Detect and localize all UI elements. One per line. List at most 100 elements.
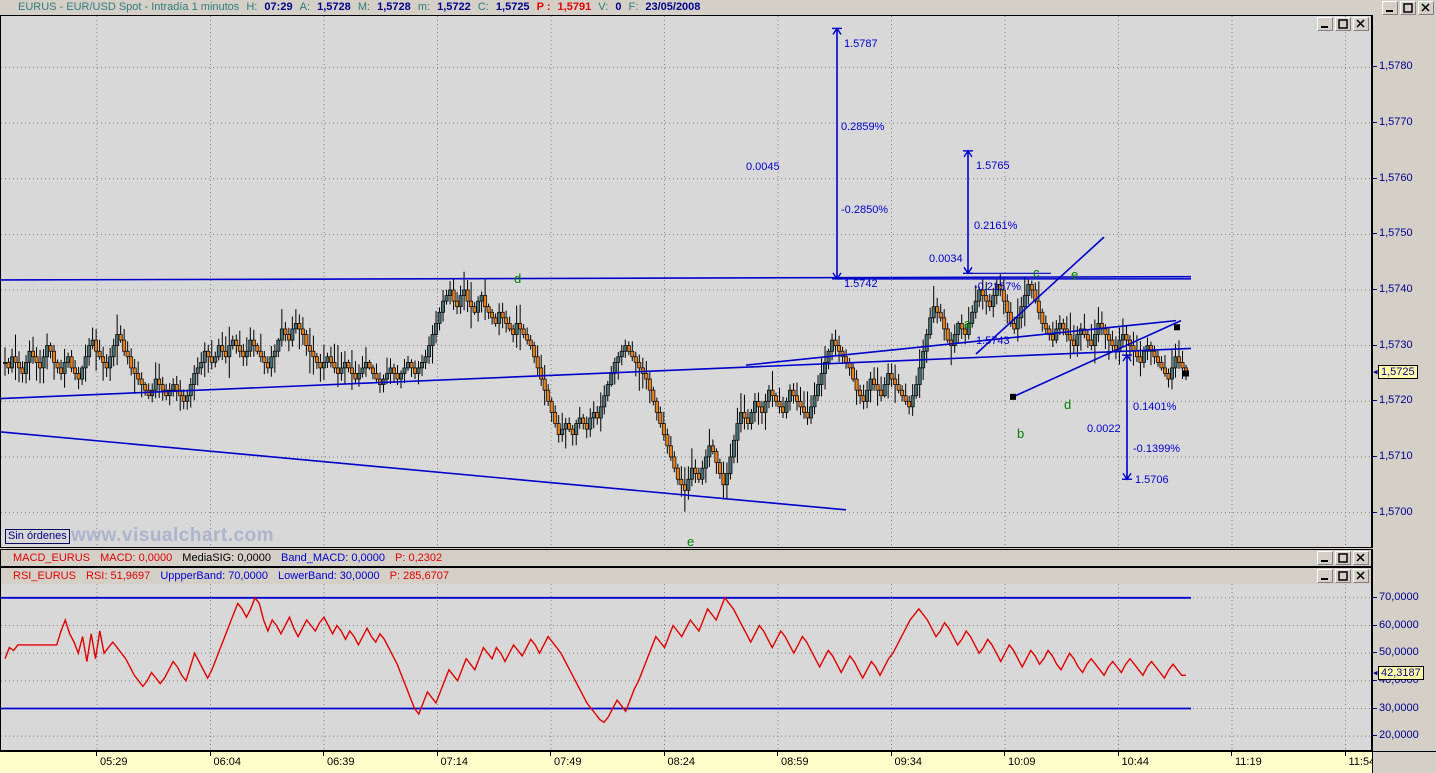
measure3-bottom-price: 1.5706	[1135, 474, 1169, 486]
time-label-06:39: 06:39	[327, 756, 355, 768]
rsi-panel[interactable]: RSI_EURUS RSI: 51,9697 UppperBand: 70,00…	[0, 567, 1372, 751]
macd-panel-header: MACD_EURUS MACD: 0,0000 MediaSIG: 0,0000…	[1, 550, 1371, 566]
measure1-delta: 0.0045	[746, 161, 780, 173]
field-value-P: 1,5791	[557, 1, 592, 13]
close-icon[interactable]	[1418, 1, 1434, 15]
field-key-P: P :	[536, 1, 551, 13]
time-label-10:09: 10:09	[1008, 756, 1036, 768]
rsi-p-value: P: 285,6707	[389, 570, 449, 582]
time-label-11:54: 11:54	[1348, 756, 1376, 768]
rising-support-line	[0, 347, 1192, 400]
measure3-pct-up: 0.1401%	[1133, 401, 1177, 413]
macd-panel[interactable]: MACD_EURUS MACD: 0,0000 MediaSIG: 0,0000…	[0, 549, 1372, 567]
time-label-08:59: 08:59	[781, 756, 809, 768]
macd-value: MACD: 0,0000	[100, 552, 173, 564]
macd-band-value: Band_MACD: 0,0000	[281, 552, 385, 564]
wedge-lower-line	[1012, 319, 1182, 398]
time-label-08:24: 08:24	[667, 756, 696, 768]
measure-bar-3	[1122, 353, 1132, 481]
rsi-indicator-name: RSI_EURUS	[13, 570, 76, 582]
maximize-icon[interactable]	[1400, 1, 1416, 15]
current-price-tag: 1,5725	[1378, 365, 1418, 380]
field-value-M: 1,5728	[377, 1, 411, 13]
field-value-A: 1,5728	[317, 1, 351, 13]
wave-label-d-5: d	[1064, 397, 1072, 412]
field-value-V: 0	[615, 1, 622, 13]
orders-status-badge[interactable]: Sin órdenes	[5, 529, 70, 544]
field-key-H: H:	[246, 1, 258, 13]
candlestick-series	[3, 271, 1188, 512]
time-axis[interactable]: 05:29 06:04 06:39 07:14 07:49 08:24 08:59 09:34…	[0, 751, 1375, 773]
measure1-pct-up: 0.2859%	[841, 121, 885, 133]
measure1-bottom-price: 1.5742	[844, 278, 878, 290]
wave-label-c-4: c	[1033, 265, 1040, 280]
maximize-icon[interactable]	[1335, 569, 1351, 583]
price-chart-panel[interactable]: d e a b c d e 1.5787 0.2859% 0.0045 -0.2850% 1…	[0, 15, 1372, 549]
field-value-H: 07:29	[264, 1, 293, 13]
rsi-current-value-tag: 42,3187	[1378, 666, 1424, 681]
falling-channel-line	[0, 431, 847, 511]
field-value-C: 1,5725	[495, 1, 530, 13]
time-label-06:04: 06:04	[213, 756, 242, 768]
field-value-F: 23/05/2008	[645, 1, 701, 13]
field-key-m: m:	[417, 1, 431, 13]
macd-p-value: P: 0,2302	[395, 552, 443, 564]
field-key-C: C:	[477, 1, 489, 13]
resistance-line	[0, 275, 1192, 281]
field-key-V: V:	[598, 1, 609, 13]
measure1-top-price: 1.5787	[844, 38, 878, 50]
window-title: EURUS - EUR/USD Spot - Intradía 1 minuto…	[18, 1, 240, 13]
rsi-value: RSI: 51,9697	[86, 570, 151, 582]
minimize-icon[interactable]	[1382, 1, 1398, 15]
time-label-11:19: 11:19	[1235, 756, 1262, 768]
measure-bar-1	[832, 27, 842, 281]
price-panel-controls	[1317, 17, 1369, 31]
time-label-07:49: 07:49	[554, 756, 582, 768]
time-label-07:14: 07:14	[440, 756, 469, 768]
macd-signal-value: MediaSIG: 0,0000	[182, 552, 271, 564]
macd-panel-controls	[1317, 551, 1369, 565]
mid-rising-line	[745, 319, 1177, 366]
window-controls	[1382, 1, 1434, 15]
time-label-09:34: 09:34	[894, 756, 923, 768]
window-titlebar: EURUS - EUR/USD Spot - Intradía 1 minuto…	[0, 0, 1436, 16]
rsi-panel-controls	[1317, 569, 1369, 583]
minimize-icon[interactable]	[1317, 569, 1333, 583]
rsi-panel-header: RSI_EURUS RSI: 51,9697 UppperBand: 70,00…	[1, 568, 1371, 584]
wave-label-e-1: e	[687, 534, 695, 549]
macd-y-axis	[1372, 549, 1436, 567]
wave-label-a-2: a	[964, 316, 972, 331]
wave-label-e-6: e	[1071, 267, 1079, 282]
measure-bar-2	[963, 149, 973, 275]
wave-label-d-0: d	[514, 271, 522, 286]
field-key-M: M:	[357, 1, 371, 13]
rsi-y-axis[interactable]: 20,000030,000040,000050,000060,000070,00…	[1372, 567, 1436, 751]
macd-indicator-name: MACD_EURUS	[13, 552, 91, 564]
close-icon[interactable]	[1353, 569, 1369, 583]
maximize-icon[interactable]	[1335, 17, 1351, 31]
minimize-icon[interactable]	[1317, 551, 1333, 565]
rsi-upper-band: UppperBand: 70,0000	[160, 570, 268, 582]
measure1-pct-down: -0.2850%	[841, 204, 889, 216]
rsi-lower-band: LowerBand: 30,0000	[278, 570, 380, 582]
rsi-line	[4, 596, 1186, 724]
measure2-bottom-price: 1.5743	[976, 335, 1010, 347]
price-y-axis[interactable]: 1,5780 1,5770 1,5760 1,5750 1,5740 1,5730 1,57…	[1372, 15, 1436, 548]
maximize-icon[interactable]	[1335, 551, 1351, 565]
time-label-10:44: 10:44	[1121, 756, 1150, 768]
measure2-top-price: 1.5765	[976, 160, 1010, 172]
minimize-icon[interactable]	[1317, 17, 1333, 31]
measure3-pct-down: -0.1399%	[1133, 443, 1181, 455]
measure2-pct-up: 0.2161%	[974, 220, 1018, 232]
price-chart-canvas[interactable]	[0, 16, 1371, 547]
measure2-delta: 0.0034	[929, 253, 963, 265]
close-icon[interactable]	[1353, 551, 1369, 565]
measure3-delta: 0.0022	[1087, 423, 1121, 435]
wave-label-b-3: b	[1017, 426, 1025, 441]
rsi-chart-canvas[interactable]	[1, 584, 1371, 750]
close-icon[interactable]	[1353, 17, 1369, 31]
field-value-m: 1,5722	[437, 1, 471, 13]
axis-corner	[1372, 751, 1436, 773]
field-key-A: A:	[299, 1, 311, 13]
